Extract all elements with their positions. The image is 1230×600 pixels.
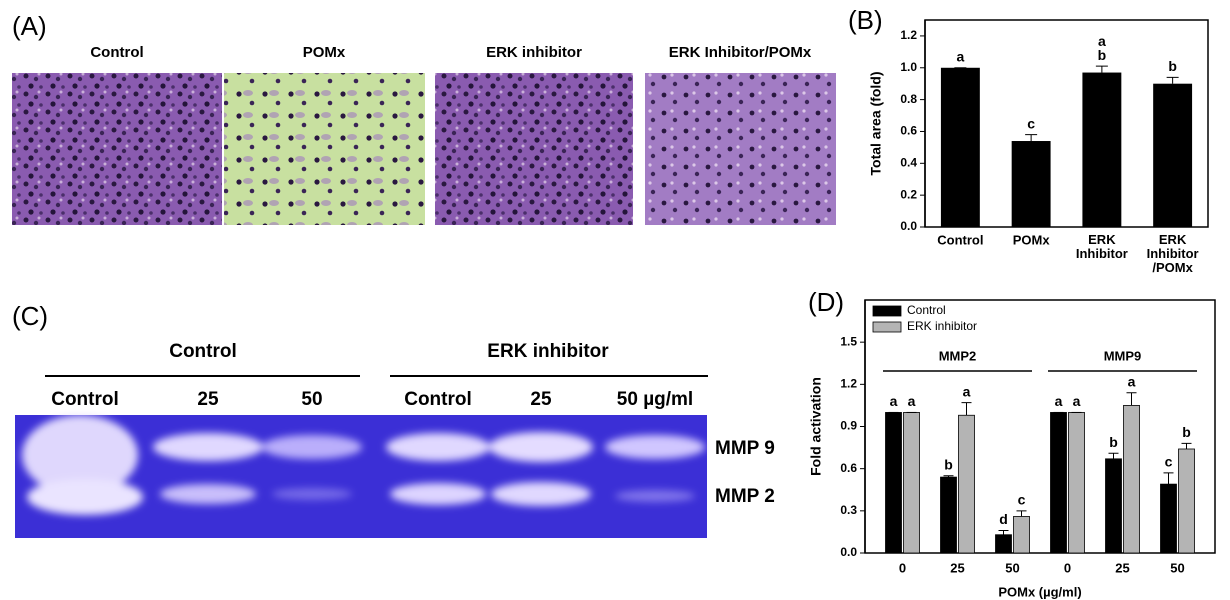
error-bar — [1108, 452, 1119, 459]
error-bar — [1126, 392, 1137, 406]
lane-label: 25 — [530, 389, 552, 410]
significance-label: a — [1128, 373, 1136, 389]
error-bar — [1163, 472, 1174, 485]
bar — [995, 534, 1012, 554]
gel-group: Control — [169, 341, 237, 362]
error-bar — [1095, 65, 1108, 73]
legend-swatch — [872, 305, 902, 317]
error-bar — [943, 475, 954, 478]
significance-label: c — [1018, 492, 1026, 508]
significance-label: b — [1109, 434, 1118, 450]
bar — [1153, 83, 1193, 227]
y-tick-label: 0.0 — [900, 219, 917, 233]
gel-bands — [22, 415, 705, 515]
y-tick-label: 0.9 — [840, 419, 857, 433]
x-tick-label: 0 — [899, 560, 906, 575]
bar — [885, 412, 902, 554]
x-tick-label: 50 — [1170, 560, 1184, 575]
y-tick-label: 0.6 — [840, 461, 857, 475]
bar — [1050, 412, 1067, 554]
error-bar — [1016, 510, 1027, 517]
y-tick-label: 1.5 — [840, 334, 857, 348]
group-label: MMP9 — [1104, 348, 1142, 363]
lane-label: Control — [51, 389, 119, 410]
lane-label: 25 — [197, 389, 219, 410]
y-tick-label: 1.2 — [840, 377, 857, 391]
y-tick-label: 0.6 — [900, 124, 917, 138]
bar — [1160, 483, 1177, 554]
significance-label: b — [1168, 58, 1177, 74]
panel-label: (B) — [848, 5, 883, 35]
significance-label: c — [1165, 454, 1173, 470]
legend-swatch — [872, 321, 902, 333]
error-bar — [1025, 134, 1038, 142]
significance-label: b — [1182, 424, 1191, 440]
significance-label: a — [956, 48, 964, 64]
significance-label: a — [1055, 393, 1063, 409]
error-bar — [1181, 442, 1192, 449]
bar — [1123, 405, 1140, 554]
significance-label: a — [963, 383, 971, 399]
significance-label: a — [908, 393, 916, 409]
x-tick-label: 25 — [950, 560, 964, 575]
bar — [1082, 72, 1122, 228]
y-tick-label: 0.8 — [900, 92, 917, 106]
significance-label: c — [1027, 115, 1035, 131]
band-label: MMP 2 — [715, 486, 775, 507]
micrograph — [645, 73, 836, 225]
legend-label: Control — [907, 303, 946, 317]
y-tick-label: 1.2 — [900, 28, 917, 42]
micrograph-title: ERK inhibitor — [486, 44, 582, 61]
bar — [1068, 412, 1085, 554]
significance-label: a — [1073, 393, 1081, 409]
significance-label: b — [944, 456, 953, 472]
y-axis-label: Total area (fold) — [868, 72, 884, 176]
x-tick-label: ERK Inhibitor/POMx — [1147, 232, 1199, 275]
bar — [1013, 516, 1030, 554]
y-tick-label: 1.0 — [900, 60, 917, 74]
lane-label: 50 — [301, 389, 322, 410]
lane-label: Control — [404, 389, 472, 410]
x-tick-label: ERK Inhibitor — [1076, 232, 1128, 261]
bar — [903, 412, 920, 554]
error-bar — [1166, 76, 1179, 84]
bar — [1178, 448, 1195, 554]
micrograph-title: Control — [90, 44, 143, 61]
x-tick-label: POMx — [1013, 232, 1051, 247]
significance-label: d — [999, 511, 1008, 527]
y-tick-label: 0.3 — [840, 503, 857, 517]
error-bar — [961, 402, 972, 416]
bar — [1011, 141, 1051, 227]
y-tick-label: 0.2 — [900, 187, 917, 201]
x-tick-label: Control — [937, 232, 983, 247]
x-tick-label: 50 — [1005, 560, 1019, 575]
legend-label: ERK inhibitor — [907, 319, 977, 333]
gel-group: ERK inhibitor — [487, 341, 609, 362]
x-tick-label: 0 — [1064, 560, 1071, 575]
panel-label: (A) — [12, 11, 47, 41]
micrograph-title: POMx — [303, 44, 346, 61]
bar — [940, 67, 980, 228]
panel-label: (C) — [12, 301, 48, 331]
bar — [958, 414, 975, 554]
band-label: MMP 9 — [715, 438, 775, 459]
significance-label: a — [890, 393, 898, 409]
bar — [1105, 458, 1122, 554]
y-tick-label: 0.4 — [900, 155, 917, 169]
micrograph — [12, 73, 222, 225]
micrograph — [435, 73, 633, 225]
bar — [940, 476, 957, 554]
lane-label: 50 µg/ml — [617, 389, 693, 410]
x-tick-label: 25 — [1115, 560, 1129, 575]
y-tick-label: 0.0 — [840, 545, 857, 559]
x-axis-label: POMx (µg/ml) — [998, 584, 1081, 599]
y-axis-label: Fold activation — [808, 377, 824, 476]
micrograph — [224, 73, 425, 225]
error-bar — [998, 530, 1009, 535]
group-label: MMP2 — [939, 348, 977, 363]
micrograph-title: ERK Inhibitor/POMx — [669, 44, 812, 61]
panel-label: (D) — [808, 287, 844, 317]
